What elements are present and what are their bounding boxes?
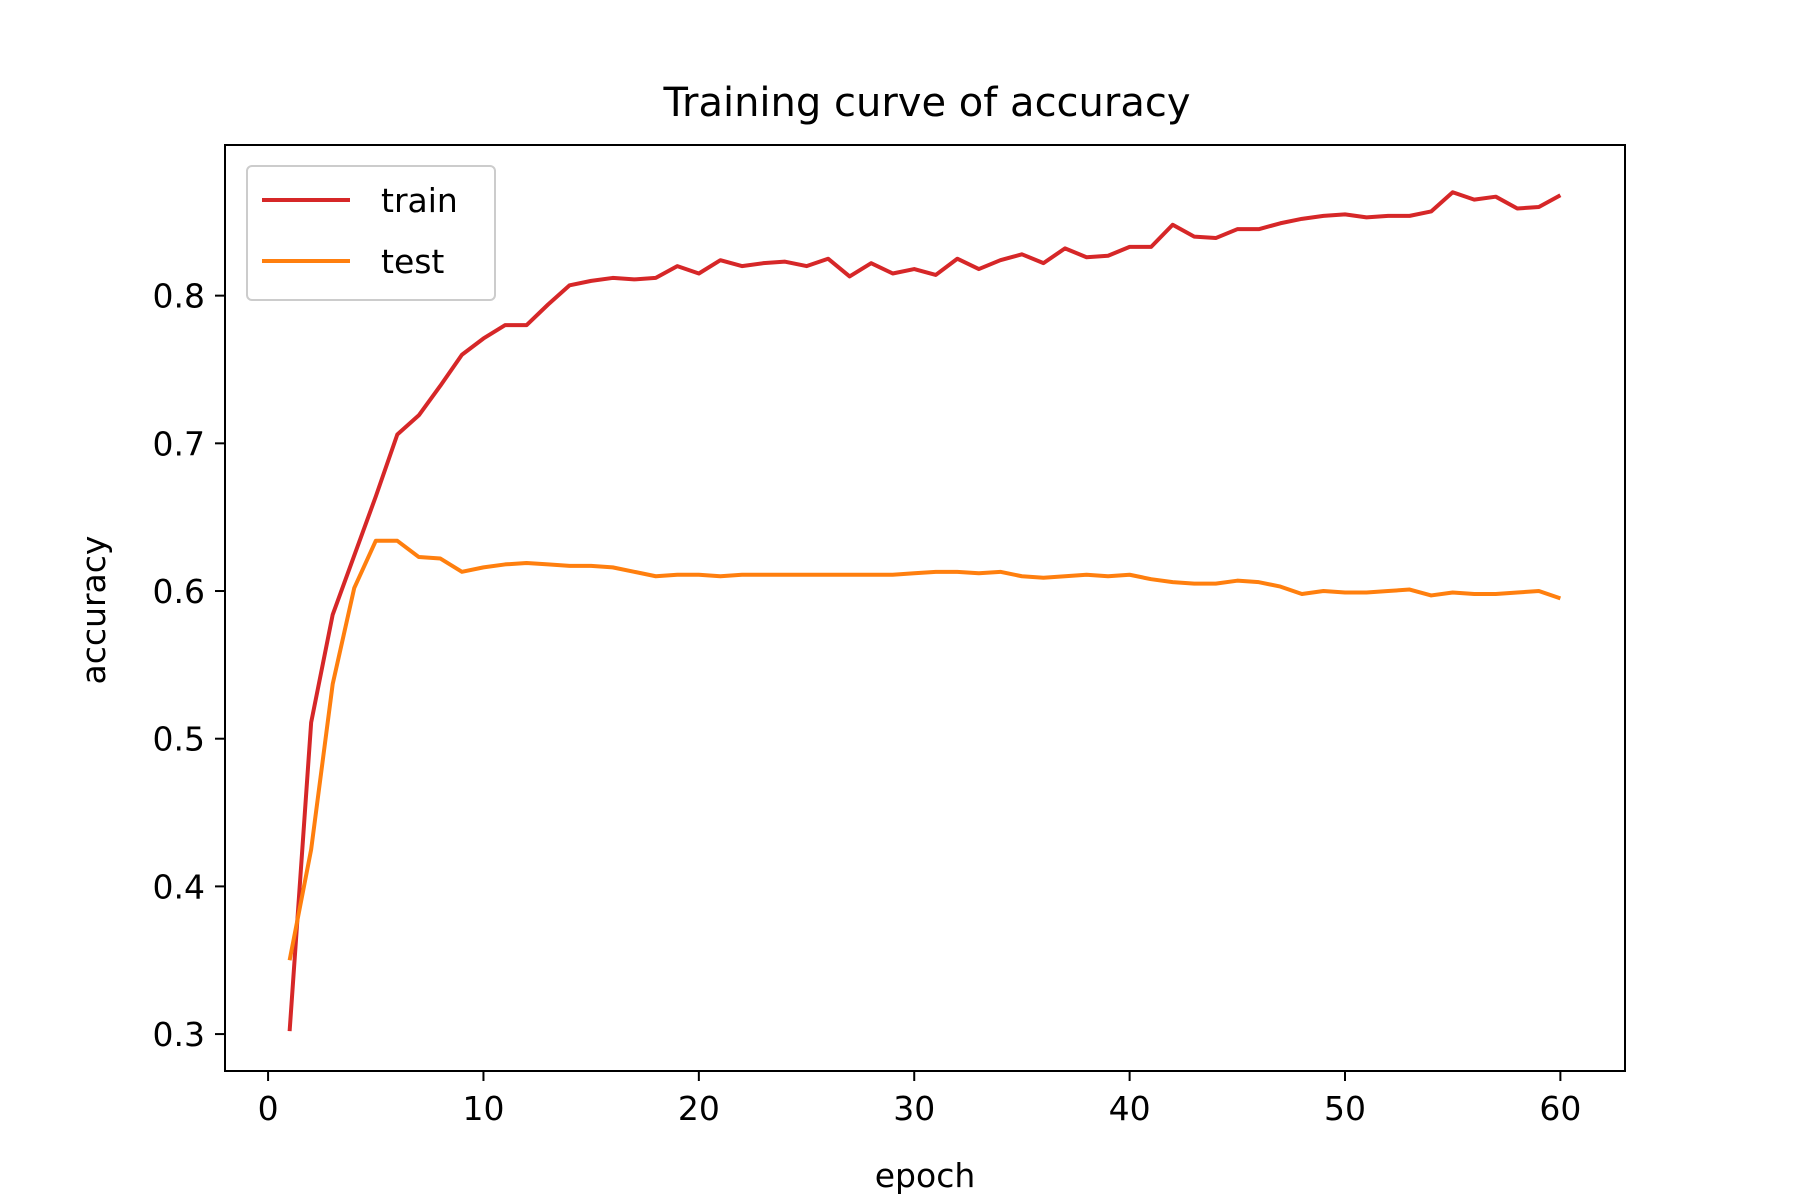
x-axis-label: epoch [875,1156,976,1195]
y-axis-label: accuracy [74,536,113,685]
x-tick-label: 20 [678,1089,720,1128]
x-tick-label: 0 [258,1089,279,1128]
x-tick-label: 10 [462,1089,504,1128]
y-tick-label: 0.6 [153,572,205,611]
x-tick-label: 60 [1539,1089,1581,1128]
chart-title: Training curve of accuracy [662,80,1190,126]
x-tick-label: 40 [1109,1089,1151,1128]
x-tick-label: 30 [893,1089,935,1128]
y-tick-label: 0.4 [153,867,205,906]
series-line-test [287,538,1562,961]
y-tick-label: 0.5 [153,720,205,759]
y-tick-label: 0.7 [153,424,205,463]
y-axis: 0.3 0.4 0.5 0.6 0.7 0.8 [153,277,225,1054]
y-tick-label: 0.8 [153,277,205,316]
legend: train test [246,165,496,301]
legend-label-test: test [381,242,444,281]
x-tick-label: 50 [1324,1089,1366,1128]
plot-area [287,190,1562,1032]
plot-frame [224,144,1626,1072]
legend-label-train: train [381,181,458,220]
y-tick-label: 0.3 [153,1015,205,1054]
series-line-train [287,190,1562,1032]
x-axis: 0 10 20 30 40 50 60 [258,1071,1581,1128]
